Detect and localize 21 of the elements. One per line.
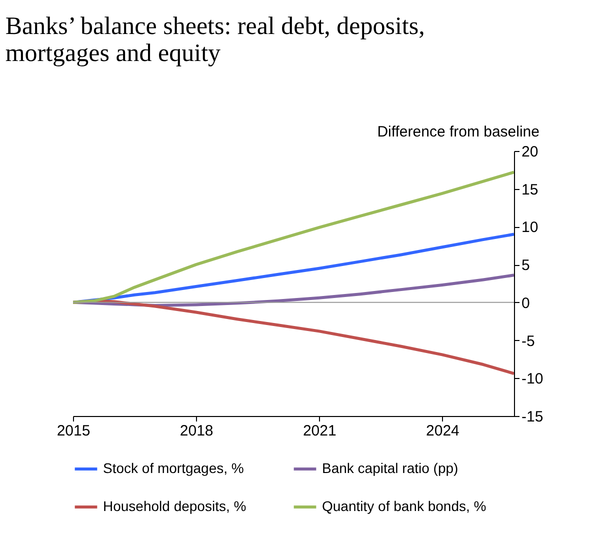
- y-tick-label: 15: [522, 181, 538, 198]
- y-tick-label: 10: [522, 219, 538, 236]
- text: mortgages and equity: [5, 40, 221, 67]
- x-tick-label: 2018: [180, 422, 214, 440]
- y-tick-label: 5: [522, 257, 530, 274]
- y-tick-label: 0: [522, 294, 530, 312]
- x-tick-label: 2015: [56, 422, 90, 440]
- y-axis-title: Difference from baseline: [377, 124, 540, 140]
- legend-label: Quantity of bank bonds, %: [322, 498, 486, 514]
- y-tick-label: -5: [522, 332, 535, 350]
- legend-label: Bank capital ratio (pp): [322, 460, 458, 476]
- text: Banks’ balance sheets: real debt, deposits,: [5, 13, 425, 40]
- y-tick-label: -10: [522, 370, 544, 388]
- legend-label: Household deposits, %: [103, 498, 246, 514]
- x-tick-label: 2021: [302, 422, 336, 440]
- line-series: [73, 232, 514, 304]
- line-series: [73, 170, 514, 304]
- y-tick-label: -15: [522, 408, 544, 426]
- legend-label: Stock of mortgages, %: [103, 460, 244, 476]
- x-tick-label: 2024: [426, 422, 460, 440]
- y-tick-label: 20: [522, 144, 538, 160]
